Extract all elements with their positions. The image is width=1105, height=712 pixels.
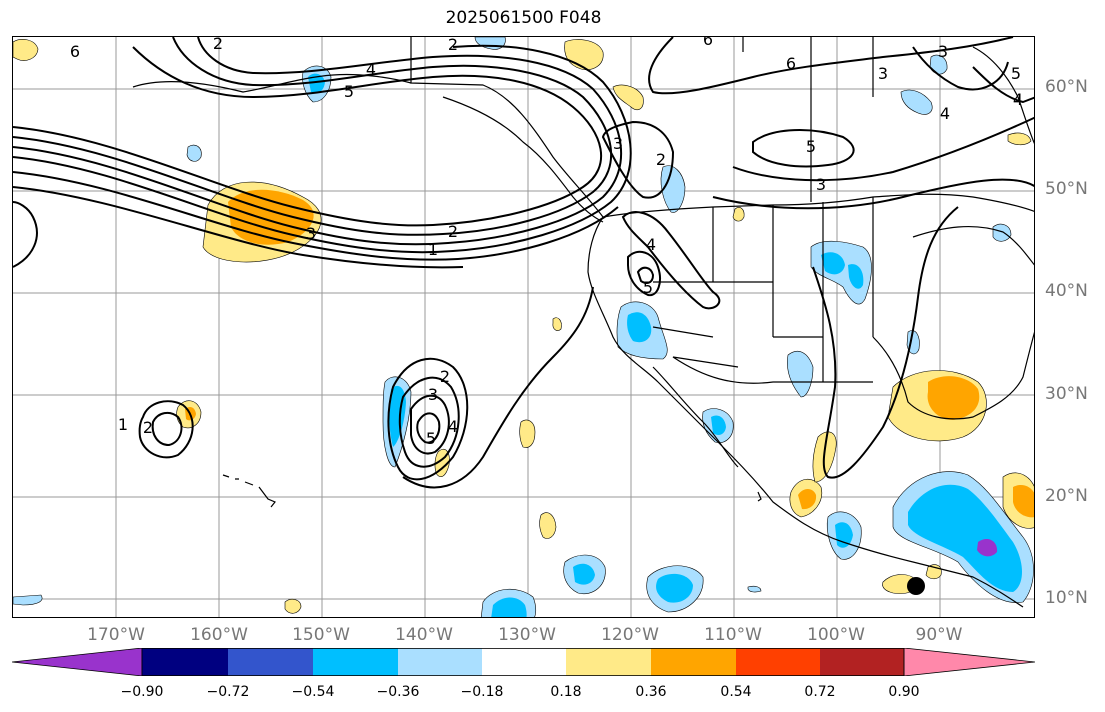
colorbar-cell: [651, 648, 736, 676]
contour-label: 6: [786, 54, 796, 73]
colorbar-tick-label: −0.18: [460, 684, 504, 700]
contour-label: 3: [306, 224, 316, 243]
colorbar-cell: [12, 648, 143, 676]
colorbar-cell: [566, 648, 651, 676]
lat-label-30n: 30°N: [1045, 384, 1088, 404]
contour-label: 2: [440, 367, 450, 386]
colorbar-cell: [313, 648, 398, 676]
lat-label-20n: 20°N: [1045, 486, 1088, 506]
lon-label-130w: 130°W: [498, 625, 556, 645]
shading-positive: [13, 39, 1034, 614]
contour-label: 2: [143, 418, 153, 437]
colorbar-cell: [142, 648, 228, 676]
lon-label-160w: 160°W: [190, 625, 248, 645]
contour-label: 3: [428, 385, 438, 404]
lon-label-140w: 140°W: [395, 625, 453, 645]
contour-label: 2: [213, 37, 223, 53]
contour-label: 3: [878, 64, 888, 83]
colorbar-tick-label: −0.54: [291, 684, 335, 700]
lat-label-50n: 50°N: [1045, 179, 1088, 199]
colorbar: [12, 648, 1035, 676]
contour-label: 5: [806, 137, 816, 156]
shading-negative: [13, 37, 1034, 617]
colorbar-tick-label: −0.72: [206, 684, 250, 700]
colorbar-tick-label: −0.36: [376, 684, 420, 700]
contour-label: 3: [816, 175, 826, 194]
colorbar-tick-label: 0.54: [720, 684, 752, 700]
contour-label: 4: [940, 104, 950, 123]
plot-title: 2025061500 F048: [445, 8, 602, 28]
colorbar-cell: [482, 648, 566, 676]
colorbar-tick-label: 0.90: [888, 684, 920, 700]
contour-label: 3: [938, 42, 948, 61]
colorbar-cell: [903, 648, 1035, 676]
contour-label: 1: [118, 415, 128, 434]
black-dot-marker: [907, 577, 925, 595]
gridlines: [13, 37, 1034, 617]
contour-label: 4: [646, 235, 656, 254]
map-panel[interactable]: 6 2 4 5 2 6 3 3 5 3 6 4 2 1 3 4 5 3 2 4 …: [12, 36, 1035, 618]
contour-label: 2: [448, 222, 458, 241]
contour-label: 5: [426, 429, 436, 448]
colorbar-cell: [736, 648, 820, 676]
colorbar-cell: [398, 648, 482, 676]
colorbar-tick-label: 0.72: [804, 684, 836, 700]
lat-label-60n: 60°N: [1045, 77, 1088, 97]
colorbar-tick-label: 0.36: [635, 684, 667, 700]
contour-label: 2: [448, 37, 458, 54]
contour-label: 1: [428, 240, 438, 259]
contour-label: 4: [366, 60, 376, 79]
contour-label-group: 6 2 4 5 2 6 3 3 5 3 6 4 2 1 3 4 5 3 2 4 …: [70, 37, 1023, 448]
lon-label-100w: 100°W: [807, 625, 865, 645]
lon-label-150w: 150°W: [292, 625, 350, 645]
colorbar-cell: [228, 648, 313, 676]
lon-label-90w: 90°W: [915, 625, 963, 645]
contour-label: 6: [70, 42, 80, 61]
contour-label: 2: [656, 150, 666, 169]
lat-label-10n: 10°N: [1045, 588, 1088, 608]
lon-label-170w: 170°W: [87, 625, 145, 645]
lat-label-40n: 40°N: [1045, 281, 1088, 301]
lon-label-120w: 120°W: [601, 625, 659, 645]
contour-label: 5: [344, 82, 354, 101]
colorbar-tick-label: −0.90: [120, 684, 164, 700]
contour-label: 3: [613, 134, 623, 153]
contour-label: 5: [643, 278, 653, 297]
contour-label: 4: [1013, 90, 1023, 109]
colorbar-cell: [820, 648, 904, 676]
contour-label: 4: [448, 417, 458, 436]
colorbar-tick-label: 0.18: [550, 684, 582, 700]
contour-label: 6: [703, 37, 713, 49]
lon-label-110w: 110°W: [704, 625, 762, 645]
contours: [13, 37, 1034, 489]
contour-label: 5: [1011, 64, 1021, 83]
